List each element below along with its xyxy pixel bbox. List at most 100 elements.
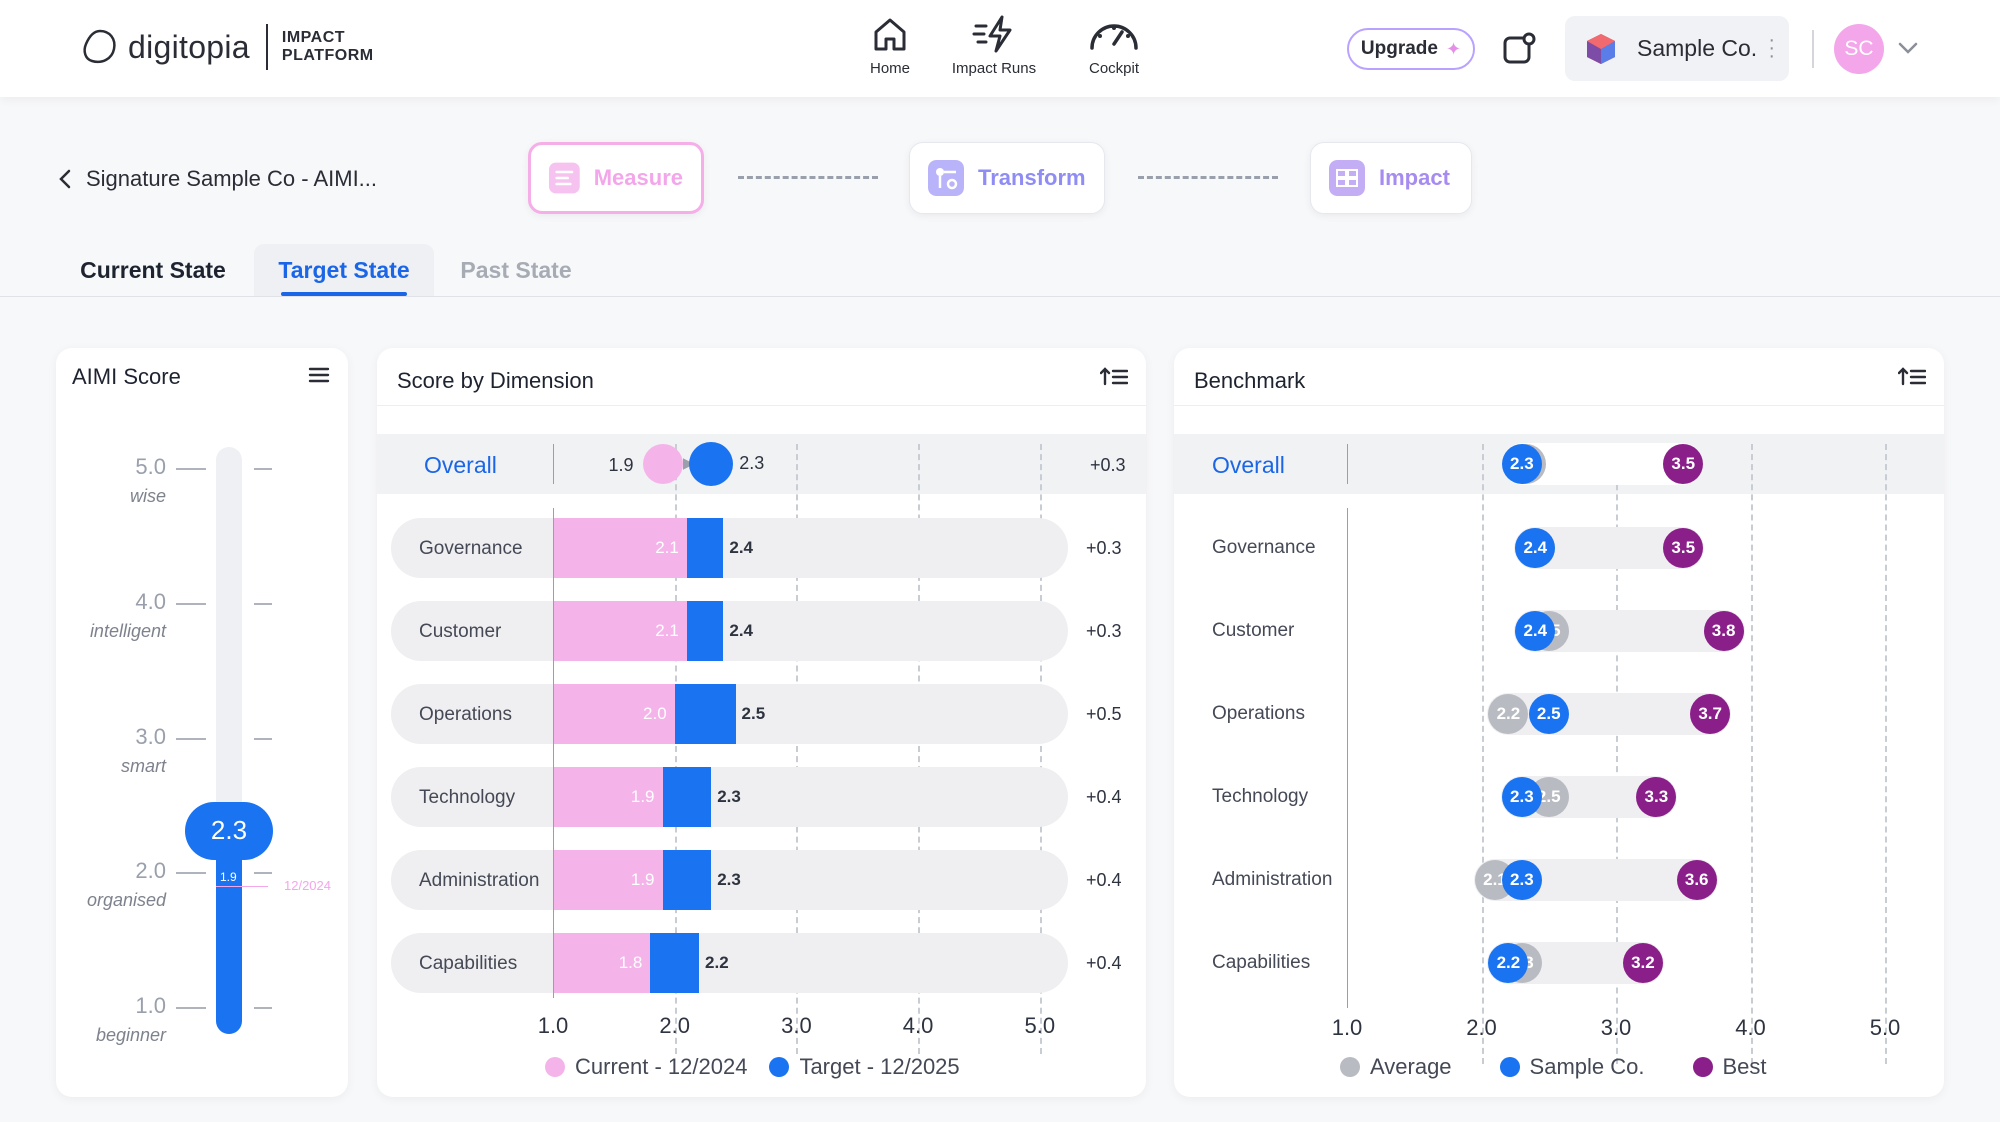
gauge-tick-left — [176, 1007, 206, 1009]
gauge-past-date: 12/2024 — [284, 877, 331, 893]
nav-home[interactable]: Home — [854, 14, 926, 77]
score-level-value: 4.0 — [135, 588, 166, 614]
current-value: 2.1 — [655, 538, 679, 557]
more-vertical-icon[interactable]: · · · — [1768, 29, 1775, 67]
chevron-down-icon[interactable] — [1896, 36, 1920, 60]
x-axis-tick-label: 5.0 — [1024, 1013, 1056, 1038]
tab-past-state[interactable]: Past State — [460, 256, 572, 283]
overall-target-dot — [689, 442, 734, 486]
delta-value: +0.3 — [1086, 538, 1122, 558]
stage-measure[interactable]: Measure — [528, 142, 704, 214]
platform-name: IMPACT PLATFORM — [281, 29, 374, 64]
target-bar — [662, 767, 712, 827]
overall-current-value: 1.9 — [608, 455, 634, 475]
overall-delta: +0.3 — [1090, 455, 1126, 475]
dimension-row-background — [391, 933, 1068, 993]
brand-logo[interactable]: digitopia IMPACT PLATFORM — [80, 24, 374, 70]
dimension-row-background — [391, 601, 1068, 661]
sample-dot: 2.4 — [1515, 611, 1556, 651]
gauge-icon — [1090, 24, 1138, 50]
legend-label: Average — [1370, 1054, 1452, 1079]
legend-item[interactable]: Sample Co. — [1499, 1054, 1645, 1080]
score-level-value: 5.0 — [135, 454, 166, 479]
avatar[interactable]: SC — [1834, 24, 1884, 74]
brand-name: digitopia — [128, 28, 250, 65]
gauge-tick-left — [176, 602, 206, 605]
dimension-label: Technology — [419, 787, 516, 808]
legend-swatch — [1340, 1057, 1360, 1077]
card-header-divider — [1174, 405, 1944, 406]
tab-target-state-label: Target State — [278, 256, 410, 283]
chart-legend: Current - 12/2024 Target - 12/2025 — [545, 1054, 960, 1080]
gauge-target-bubble[interactable]: 2.3 — [185, 801, 273, 860]
stage-connector — [1138, 176, 1278, 179]
card-header-divider — [377, 405, 1146, 406]
legend-label: Current - 12/2024 — [575, 1054, 748, 1079]
overall-label: Overall — [1212, 452, 1285, 478]
x-axis-tick-label: 1.0 — [1331, 1015, 1363, 1040]
active-tab-underline — [281, 292, 407, 296]
upgrade-button[interactable]: Upgrade ✦ — [1347, 28, 1475, 70]
legend-item[interactable]: Current - 12/2024 — [545, 1054, 747, 1080]
target-value: 2.3 — [717, 870, 741, 889]
legend-label: Target - 12/2025 — [799, 1054, 960, 1079]
digitopia-logo-icon — [83, 29, 116, 64]
sample-dot: 2.3 — [1501, 860, 1542, 900]
grid-line — [1885, 444, 1887, 1064]
legend-item[interactable]: Average — [1340, 1054, 1452, 1080]
overall-row — [377, 434, 1146, 494]
legend-item[interactable]: Target - 12/2025 — [769, 1054, 960, 1080]
current-bar — [553, 518, 687, 578]
overall-axis — [1347, 444, 1348, 484]
current-bar — [553, 933, 651, 993]
tab-current-state[interactable]: Current State — [80, 256, 226, 283]
stage-measure-label: Measure — [593, 165, 683, 190]
notification-button[interactable] — [1502, 32, 1536, 71]
score-level: 4.0 intelligent — [56, 589, 166, 642]
nav-home-label: Home — [869, 60, 910, 77]
company-selector[interactable]: Sample Co. · · · — [1565, 16, 1789, 81]
best-dot: 3.3 — [1636, 777, 1677, 817]
stage-impact[interactable]: Impact — [1310, 142, 1472, 214]
home-icon — [874, 18, 906, 51]
target-value: 2.3 — [717, 787, 741, 806]
sample-dot: 2.5 — [1528, 694, 1569, 734]
sort-icon[interactable] — [1100, 366, 1128, 388]
top-bar: digitopia IMPACT PLATFORM Home Impact Run… — [0, 0, 2000, 97]
score-level: 1.0 beginner — [56, 993, 166, 1046]
sparkle-icon: ✦ — [1445, 38, 1462, 59]
gauge-tick-left — [176, 872, 206, 875]
gauge-tick-right — [254, 872, 272, 875]
sample-dot: 2.2 — [1488, 943, 1529, 983]
legend-swatch — [769, 1057, 790, 1077]
aimi-score-card: AIMI Score — [56, 348, 348, 1097]
nav-cockpit[interactable]: Cockpit — [1074, 14, 1154, 77]
nav-cockpit-label: Cockpit — [1088, 60, 1140, 77]
dimension-label: Customer — [419, 621, 502, 642]
company-cube-icon — [1587, 33, 1615, 64]
benchmark-dimension-label: Operations — [1212, 703, 1305, 724]
hamburger-menu-icon[interactable] — [308, 364, 330, 386]
x-axis-tick-label: 4.0 — [1735, 1015, 1766, 1040]
target-bar — [674, 684, 736, 744]
sort-icon[interactable] — [1898, 366, 1926, 388]
benchmark-dimension-label: Technology — [1212, 786, 1309, 807]
benchmark-title: Benchmark — [1194, 368, 1306, 393]
nav-impact-runs[interactable]: Impact Runs — [944, 14, 1044, 77]
legend-item[interactable]: Best — [1692, 1054, 1767, 1080]
delta-value: +0.4 — [1086, 870, 1122, 890]
target-value: 2.4 — [729, 621, 754, 640]
current-bar — [553, 601, 687, 661]
measure-icon — [549, 162, 580, 194]
tab-target-state[interactable]: Target State — [254, 244, 434, 296]
benchmark-dimension-label: Customer — [1212, 620, 1295, 641]
chart-legend: Average Sample Co. Best — [1340, 1054, 1767, 1080]
gauge-tick-right — [254, 737, 272, 740]
dimension-row-background — [391, 767, 1068, 827]
best-dot: 3.8 — [1703, 611, 1744, 651]
grid-line — [1616, 444, 1618, 1064]
back-link[interactable]: Signature Sample Co - AIMI... — [58, 166, 377, 192]
score-by-dimension-title: Score by Dimension — [397, 368, 594, 393]
stage-transform[interactable]: Transform — [909, 142, 1105, 214]
grid-line — [674, 444, 677, 1054]
